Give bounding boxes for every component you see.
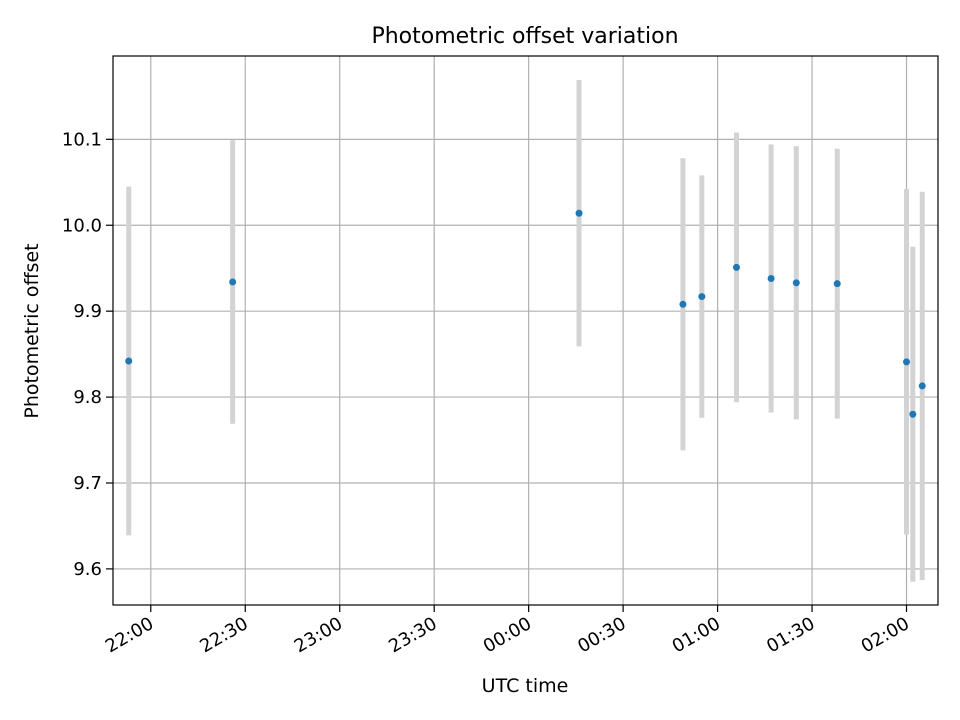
x-axis-label: UTC time (482, 675, 569, 697)
y-tick-label: 9.9 (73, 301, 102, 322)
data-point (698, 293, 706, 301)
data-point (229, 278, 237, 286)
data-point (909, 410, 917, 418)
data-point (903, 358, 911, 366)
y-tick-label: 10.0 (62, 215, 102, 236)
data-point (918, 382, 926, 390)
data-point (679, 300, 687, 308)
y-tick-label: 9.7 (73, 473, 102, 494)
data-point (792, 279, 800, 287)
data-point (575, 209, 583, 217)
y-tick-label: 9.8 (73, 387, 102, 408)
y-axis-label: Photometric offset (21, 243, 43, 418)
y-tick-label: 10.1 (62, 129, 102, 150)
grid-lines (113, 56, 938, 605)
plot-frame (112, 55, 939, 606)
chart-title: Photometric offset variation (371, 24, 678, 49)
y-axis-ticks: 9.6 9.7 9.8 9.9 10.0 10.1 (62, 129, 113, 580)
data-point (833, 280, 841, 288)
data-point (125, 357, 133, 365)
data-points (125, 209, 926, 418)
data-point (767, 275, 775, 283)
data-point (732, 263, 740, 271)
y-tick-label: 9.6 (73, 559, 102, 580)
